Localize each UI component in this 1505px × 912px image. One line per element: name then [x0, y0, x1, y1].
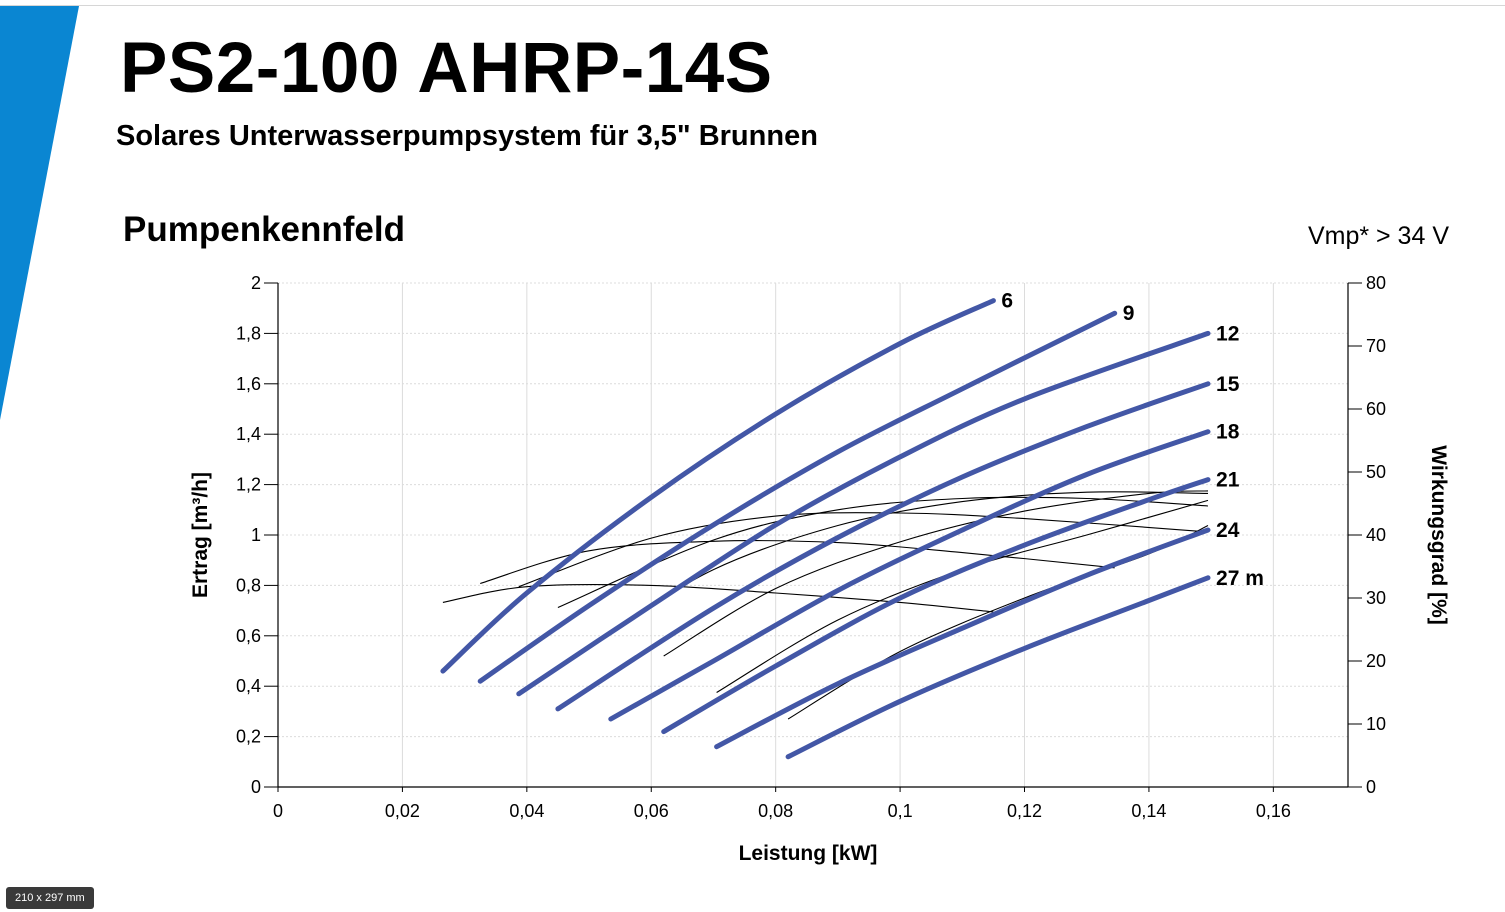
page-size-badge: 210 x 297 mm	[6, 887, 94, 909]
flow-curves	[440, 298, 1211, 760]
vmp-note: Vmp* > 34 V	[1307, 222, 1449, 250]
y2-tick-label: 40	[1366, 525, 1386, 545]
curve-head-label: 12	[1216, 322, 1239, 345]
y-tick-label: 1,4	[236, 424, 261, 444]
flow-curve	[785, 575, 1211, 760]
flow-curve	[661, 477, 1211, 735]
curve-head-label: 9	[1123, 302, 1135, 325]
efficiency-curve	[518, 512, 1209, 588]
y-tick-label: 0,4	[236, 676, 261, 696]
efficiency-curves	[442, 490, 1209, 720]
efficiency-curve	[442, 583, 994, 613]
flow-curve	[516, 330, 1211, 697]
x-axis-title: Leistung [kW]	[739, 842, 878, 865]
y-tick-label: 1	[251, 525, 261, 545]
curve-head-label: 21	[1216, 469, 1240, 492]
y-tick-label: 0,6	[236, 626, 261, 646]
flow-curve	[555, 381, 1211, 712]
y2-tick-label: 10	[1366, 714, 1386, 734]
section-title: Pumpenkennfeld	[123, 210, 405, 249]
x-tick-label: 0,04	[509, 801, 544, 821]
flow-curve	[440, 298, 996, 674]
y-tick-label: 1,2	[236, 475, 261, 495]
x-tick-label: 0,12	[1007, 801, 1042, 821]
y2-tick-label: 50	[1366, 462, 1386, 482]
efficiency-curve	[557, 496, 1209, 609]
y-axis-title: Ertrag [m³/h]	[189, 472, 212, 598]
y-tick-label: 1,8	[236, 323, 261, 343]
top-divider	[0, 5, 1505, 6]
y2-axis-title: Wirkungsgrad [%]	[1427, 445, 1450, 624]
product-title: PS2-100 AHRP-14S	[120, 29, 773, 108]
x-tick-label: 0,14	[1131, 801, 1166, 821]
efficiency-curve	[610, 491, 1209, 634]
y2-tick-label: 80	[1366, 273, 1386, 293]
flow-curve	[608, 429, 1211, 722]
x-tick-label: 0	[273, 801, 283, 821]
accent-stripe-shape	[0, 6, 79, 420]
x-tick-label: 0,02	[385, 801, 420, 821]
x-tick-label: 0,1	[888, 801, 913, 821]
y-tick-label: 0	[251, 777, 261, 797]
curve-labels: 6 9 12 15 18 21 24 27 m	[1001, 290, 1263, 590]
chart-axes: 0 0,02 0,04 0,06 0,08 0,1 0,12 0,14 0,16 0 0,2 0,4 0…	[236, 273, 1386, 821]
y2-tick-label: 60	[1366, 399, 1386, 419]
accent-stripe	[0, 6, 79, 420]
x-tick-label: 0,08	[758, 801, 793, 821]
flow-curve	[477, 310, 1118, 684]
efficiency-curve	[663, 490, 1209, 657]
y-tick-label: 0,8	[236, 575, 261, 595]
product-subtitle: Solares Unterwasserpumpsystem für 3,5" B…	[116, 120, 818, 152]
y2-tick-label: 20	[1366, 651, 1386, 671]
flow-curve	[714, 527, 1211, 750]
x-tick-label: 0,16	[1256, 801, 1291, 821]
curve-head-label: 27 m	[1216, 567, 1264, 590]
y2-tick-label: 30	[1366, 588, 1386, 608]
curve-head-label: 24	[1216, 519, 1240, 542]
y-tick-label: 1,6	[236, 374, 261, 394]
curve-head-label: 18	[1216, 421, 1240, 444]
y-tick-label: 0,2	[236, 727, 261, 747]
y-tick-label: 2	[251, 273, 261, 293]
curve-head-label: 6	[1001, 290, 1013, 313]
y2-tick-label: 0	[1366, 777, 1376, 797]
y2-tick-label: 70	[1366, 336, 1386, 356]
x-tick-label: 0,06	[634, 801, 669, 821]
curve-head-label: 15	[1216, 373, 1240, 396]
